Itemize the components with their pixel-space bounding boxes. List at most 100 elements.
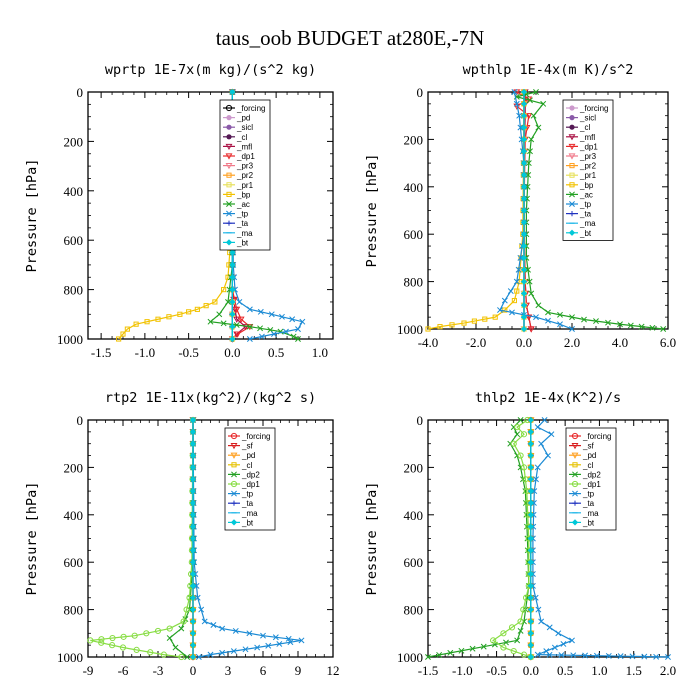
data-point xyxy=(449,322,455,328)
data-point xyxy=(260,632,266,639)
data-point xyxy=(527,523,534,530)
data-point xyxy=(285,635,292,642)
y-axis-label: Pressure [hPa] xyxy=(24,159,40,273)
data-point xyxy=(143,630,150,637)
legend-label: _cl xyxy=(579,123,590,132)
legend-item: _sicl xyxy=(566,114,596,123)
legend-marker xyxy=(225,143,233,151)
data-point xyxy=(177,311,183,317)
data-point xyxy=(234,331,242,338)
data-point xyxy=(270,331,277,338)
data-point xyxy=(653,653,660,660)
data-point xyxy=(527,487,534,495)
data-point xyxy=(520,242,528,250)
data-point xyxy=(189,653,197,661)
legend-marker xyxy=(225,239,233,246)
data-point xyxy=(527,464,534,471)
data-point xyxy=(437,324,443,330)
legend-item: _cl xyxy=(566,123,590,132)
legend-label: _tp xyxy=(579,200,592,209)
x-tick-label: 0 xyxy=(190,663,197,678)
legend-label: _dp1 xyxy=(241,480,260,489)
data-point xyxy=(520,148,528,155)
legend-item: _ac xyxy=(223,200,250,209)
legend-item: _forcing xyxy=(228,432,270,441)
legend-item: _ta xyxy=(569,499,595,508)
data-point xyxy=(535,302,542,309)
data-point xyxy=(511,297,517,304)
y-tick-label: 0 xyxy=(77,413,84,428)
data-point xyxy=(605,319,611,326)
data-point xyxy=(510,647,517,655)
data-point xyxy=(201,618,208,625)
data-point xyxy=(520,112,528,119)
data-point xyxy=(560,641,567,647)
legend-item: _forcing xyxy=(569,432,611,441)
data-point xyxy=(527,148,533,155)
data-point xyxy=(447,649,454,656)
legend-label: _pr3 xyxy=(236,162,254,171)
y-tick-label: 800 xyxy=(404,603,424,618)
legend-label: _ta xyxy=(241,499,254,508)
legend-item: _ta xyxy=(223,219,249,228)
data-point xyxy=(458,647,465,654)
data-point xyxy=(527,594,534,601)
legend-item: _pr1 xyxy=(566,171,597,180)
data-point xyxy=(160,651,167,658)
legend: _forcing_sf_pd_cl_dp2_dp1_tp_ta_ma_bt xyxy=(565,427,617,531)
data-point xyxy=(520,219,528,226)
data-point xyxy=(520,464,528,471)
data-point xyxy=(189,642,197,649)
legend-item: _cl xyxy=(569,461,593,470)
legend-marker xyxy=(226,201,232,207)
data-point xyxy=(189,547,197,554)
legend-item: _sf xyxy=(569,442,594,451)
legend-item: _tp xyxy=(228,490,254,499)
panels-container: wprtp 1E-7x(m kg)/(s^2 kg) Pressure [hPa]… xyxy=(24,62,676,678)
legend-marker xyxy=(226,134,232,140)
legend-item: _ma xyxy=(569,509,599,518)
data-point xyxy=(533,89,539,95)
x-tick-label: -0.5 xyxy=(486,663,507,678)
y-tick-label: 600 xyxy=(404,555,424,570)
x-tick-label: -3 xyxy=(153,663,164,678)
data-point xyxy=(520,606,527,613)
data-point xyxy=(119,644,127,651)
x-tick-label: -1.5 xyxy=(418,663,439,678)
series-line-dp2 xyxy=(427,419,530,658)
legend-label: _sicl xyxy=(236,123,253,132)
series-line-bp xyxy=(118,91,233,340)
data-point xyxy=(533,476,539,483)
data-point xyxy=(545,309,551,316)
data-point xyxy=(257,325,264,332)
data-point xyxy=(545,452,551,459)
data-point xyxy=(178,625,185,632)
series-markers-bt xyxy=(520,88,528,333)
data-point xyxy=(534,424,541,431)
data-point xyxy=(528,290,535,297)
data-point xyxy=(194,594,201,601)
x-tick-label: 1.0 xyxy=(312,345,328,360)
data-point xyxy=(515,266,522,273)
legend-marker xyxy=(569,105,575,111)
data-point xyxy=(503,639,509,646)
data-point xyxy=(527,535,534,542)
data-point xyxy=(246,630,253,637)
legend-item: _dp2 xyxy=(569,470,601,479)
data-point xyxy=(461,320,467,326)
y-axis-label: Pressure [hPa] xyxy=(24,482,40,596)
data-point xyxy=(605,652,612,659)
legend-item: _mfl xyxy=(223,142,252,151)
data-point xyxy=(265,642,272,649)
data-point xyxy=(189,618,197,625)
legend-item: _pd xyxy=(569,451,596,460)
data-point xyxy=(109,634,116,642)
x-tick-label: -1.0 xyxy=(452,663,473,678)
x-tick-label: 0.5 xyxy=(268,345,284,360)
data-point xyxy=(109,642,116,649)
y-tick-label: 600 xyxy=(64,233,84,248)
data-point xyxy=(532,594,539,601)
legend-marker xyxy=(572,500,578,506)
x-tick-label: 0.0 xyxy=(523,663,539,678)
data-point xyxy=(189,582,197,590)
